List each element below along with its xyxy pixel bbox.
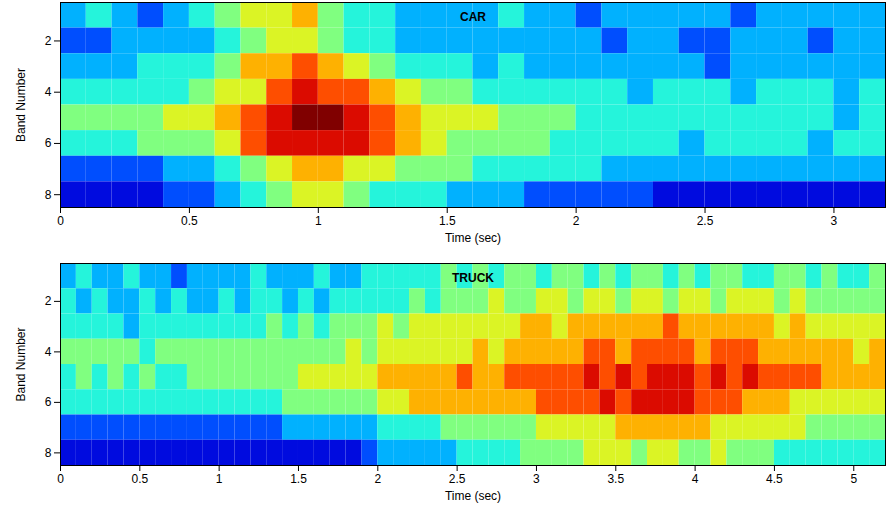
svg-text:4: 4 [692,472,699,486]
svg-text:0: 0 [57,472,64,486]
svg-text:4: 4 [45,345,52,359]
svg-text:2: 2 [573,214,580,228]
svg-text:1.5: 1.5 [290,472,307,486]
svg-text:1.5: 1.5 [439,214,456,228]
svg-text:5: 5 [850,472,857,486]
svg-text:0.5: 0.5 [181,214,198,228]
svg-text:8: 8 [45,446,52,460]
svg-text:1: 1 [216,472,223,486]
svg-text:3.5: 3.5 [607,472,624,486]
svg-text:2.5: 2.5 [697,214,714,228]
svg-text:0.5: 0.5 [131,472,148,486]
svg-text:6: 6 [45,395,52,409]
svg-text:3: 3 [831,214,838,228]
svg-text:2: 2 [45,34,52,48]
svg-text:Time (sec): Time (sec) [445,489,501,503]
svg-text:6: 6 [45,136,52,150]
svg-text:Band Number: Band Number [14,327,28,401]
svg-text:4.5: 4.5 [766,472,783,486]
svg-text:TRUCK: TRUCK [452,271,494,285]
svg-text:0: 0 [57,214,64,228]
svg-text:2.5: 2.5 [449,472,466,486]
svg-text:Band Number: Band Number [14,68,28,142]
svg-text:1: 1 [315,214,322,228]
svg-text:2: 2 [45,294,52,308]
svg-text:3: 3 [533,472,540,486]
svg-text:2: 2 [374,472,381,486]
svg-text:4: 4 [45,85,52,99]
svg-text:CAR: CAR [460,10,486,24]
svg-text:8: 8 [45,188,52,202]
svg-text:Time (sec): Time (sec) [445,231,501,245]
